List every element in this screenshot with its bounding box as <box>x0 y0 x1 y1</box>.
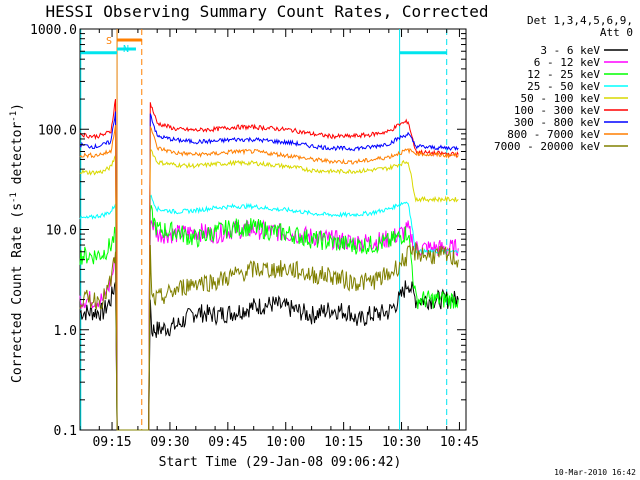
y-tick-label: 10.0 <box>46 224 77 239</box>
flag-label-s: S <box>106 36 112 47</box>
legend-label: 3 - 6 keV <box>540 44 600 57</box>
chart-title: HESSI Observing Summary Count Rates, Cor… <box>45 2 488 21</box>
y-tick-label: 1.0 <box>54 324 77 339</box>
legend-header-line2: Att 0 <box>600 26 633 39</box>
series-line-7000-20000-kev <box>79 241 459 431</box>
x-tick-label: 09:45 <box>208 435 247 450</box>
x-tick-label: 09:15 <box>92 435 131 450</box>
x-tick-label: 09:30 <box>150 435 189 450</box>
legend-label: 800 - 7000 keV <box>507 128 600 141</box>
legend-label: 12 - 25 keV <box>527 68 600 81</box>
legend-label: 50 - 100 keV <box>521 92 601 105</box>
x-axis-label: Start Time (29-Jan-08 09:06:42) <box>159 455 402 470</box>
legend-label: 6 - 12 keV <box>534 56 601 69</box>
legend-label: 300 - 800 keV <box>514 116 600 129</box>
x-tick-label: 10:15 <box>324 435 363 450</box>
legend-label: 25 - 50 keV <box>527 80 600 93</box>
x-tick-label: 10:45 <box>440 435 479 450</box>
series-lines <box>79 99 459 431</box>
legend-label: 100 - 300 keV <box>514 104 600 117</box>
legend-header-line1: Det 1,3,4,5,6,9, <box>527 14 633 27</box>
y-tick-label: 100.0 <box>38 123 77 138</box>
x-tick-label: 10:30 <box>382 435 421 450</box>
footer-date: 10-Mar-2010 16:42 <box>554 468 636 477</box>
flag-label-n: N <box>123 44 129 55</box>
legend-label: 7000 - 20000 keV <box>494 140 600 153</box>
y-tick-label: 0.1 <box>54 424 77 439</box>
mode-flags: SN <box>106 36 142 55</box>
x-tick-label: 10:00 <box>266 435 305 450</box>
axes: 09:15 09:30 09:45 10:00 10:15 10:30 10:45 0.1 1.… <box>30 23 479 450</box>
y-tick-label: 1000.0 <box>30 23 77 38</box>
y-axis-label: Corrected Count Rate (s-1 detector-1) <box>9 103 25 383</box>
